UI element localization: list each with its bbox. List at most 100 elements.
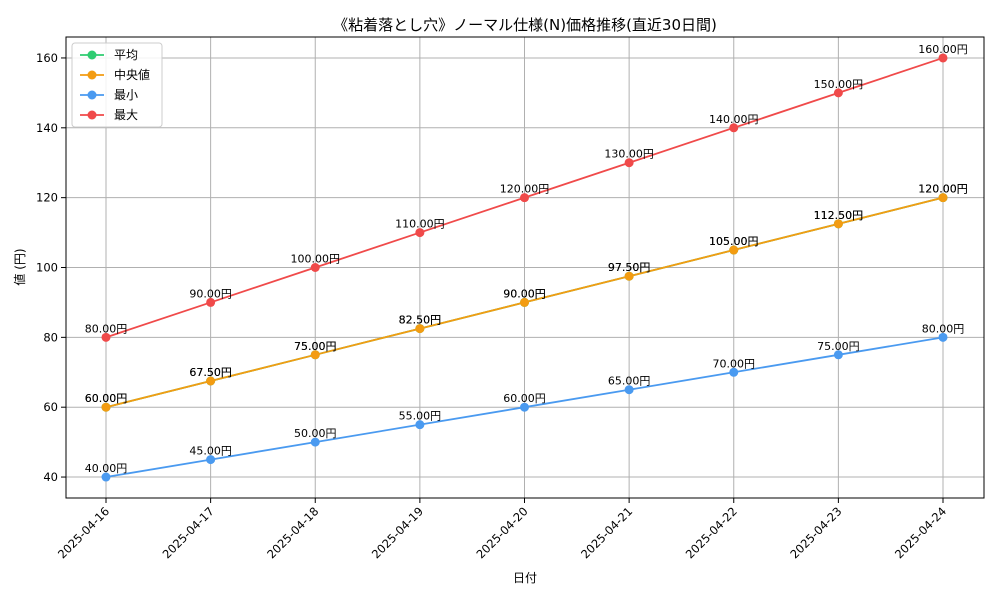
data-point [101, 332, 111, 342]
data-point [729, 245, 739, 255]
data-label: 110.00円 [395, 218, 445, 231]
data-label: 97.50円 [608, 261, 651, 274]
data-point [833, 88, 843, 98]
data-label: 100.00円 [291, 253, 341, 266]
data-label: 40.00円 [85, 462, 128, 475]
data-point [938, 193, 948, 203]
y-axis-label: 値 (円) [12, 248, 27, 285]
data-label: 82.50円 [399, 314, 442, 327]
data-label: 60.00円 [85, 392, 128, 405]
x-tick-label: 2025-04-20 [473, 504, 530, 561]
data-point [310, 437, 320, 447]
data-point [520, 402, 529, 412]
data-point [415, 228, 425, 238]
data-point [624, 158, 634, 168]
legend-marker [87, 70, 97, 80]
legend-marker [87, 50, 97, 60]
legend-item: 最大 [80, 108, 138, 122]
y-tick-label: 120 [36, 191, 58, 205]
y-tick-label: 60 [43, 400, 58, 414]
data-point [415, 420, 425, 430]
data-label: 75.00円 [294, 340, 337, 353]
x-tick-label: 2025-04-18 [264, 504, 321, 561]
x-axis: 2025-04-16 2025-04-17 2025-04-18 2025-04-19… [55, 498, 949, 561]
legend-marker [87, 90, 97, 100]
data-point [101, 402, 111, 412]
data-label: 90.00円 [503, 287, 546, 300]
data-label: 90.00円 [189, 287, 232, 300]
data-point [310, 263, 320, 272]
legend-item: 最小 [80, 88, 138, 102]
series-layer [101, 53, 948, 482]
data-label: 150.00円 [814, 78, 864, 91]
data-label: 50.00円 [294, 427, 337, 440]
data-point [729, 123, 739, 133]
data-label: 80.00円 [922, 322, 965, 335]
x-tick-label: 2025-04-22 [683, 504, 740, 561]
legend-marker [87, 110, 97, 120]
data-label: 120.00円 [918, 183, 968, 196]
data-labels: 60.00円 67.50円 75.00円 82.50円 90.00円 97.50円 105.… [85, 43, 968, 475]
x-axis-label: 日付 [513, 571, 537, 585]
data-label: 55.00円 [399, 410, 442, 423]
x-tick-label: 2025-04-17 [160, 504, 217, 561]
data-label: 75.00円 [294, 340, 337, 353]
data-point [206, 376, 216, 386]
data-point [206, 297, 216, 307]
x-tick-label: 2025-04-24 [892, 504, 949, 561]
y-tick-label: 160 [36, 51, 58, 65]
data-point [310, 350, 320, 360]
data-point [101, 472, 111, 482]
x-tick-label: 2025-04-21 [578, 504, 635, 561]
data-label: 97.50円 [608, 261, 651, 274]
y-tick-label: 80 [43, 330, 58, 344]
data-label: 105.00円 [709, 235, 759, 248]
legend-label: 最大 [114, 108, 138, 122]
data-label: 65.00円 [608, 375, 651, 388]
data-label: 112.50円 [814, 209, 864, 222]
data-point [624, 385, 634, 395]
y-tick-label: 140 [36, 121, 58, 135]
data-label: 112.50円 [814, 209, 864, 222]
y-tick-label: 40 [43, 470, 58, 484]
data-point [415, 324, 425, 334]
data-label: 70.00円 [713, 357, 756, 370]
data-label: 60.00円 [503, 392, 546, 405]
data-label: 105.00円 [709, 235, 759, 248]
data-point [938, 53, 948, 63]
x-tick-label: 2025-04-23 [787, 504, 844, 561]
x-tick-label: 2025-04-16 [55, 504, 112, 561]
data-point [833, 219, 843, 229]
data-point [729, 367, 739, 377]
data-point [520, 297, 529, 307]
data-point [938, 332, 948, 342]
data-label: 80.00円 [85, 322, 128, 335]
data-label: 75.00円 [817, 340, 860, 353]
data-point [206, 455, 216, 465]
data-point [624, 271, 634, 281]
data-label: 67.50円 [189, 366, 232, 379]
series-最小 [101, 332, 948, 482]
data-label: 82.50円 [399, 314, 442, 327]
data-label: 90.00円 [503, 287, 546, 300]
y-axis: 40 60 80 100 120 140 160 [36, 51, 66, 484]
legend-label: 中央値 [114, 67, 150, 82]
data-point [833, 350, 843, 360]
legend-item: 平均 [80, 48, 138, 62]
legend-label: 最小 [114, 88, 138, 102]
chart-title: 《粘着落とし穴》ノーマル仕様(N)価格推移(直近30日間) [333, 16, 717, 34]
legend-box [71, 42, 163, 128]
data-label: 130.00円 [604, 148, 654, 161]
data-label: 120.00円 [918, 183, 968, 196]
data-label: 140.00円 [709, 113, 759, 126]
x-tick-label: 2025-04-19 [369, 504, 426, 561]
data-label: 60.00円 [85, 392, 128, 405]
series-最大 [101, 53, 948, 342]
legend-item: 中央値 [80, 67, 150, 82]
data-point [520, 193, 529, 203]
y-tick-label: 100 [36, 261, 58, 275]
legend-label: 平均 [114, 48, 138, 62]
series-中央値 [101, 193, 948, 412]
